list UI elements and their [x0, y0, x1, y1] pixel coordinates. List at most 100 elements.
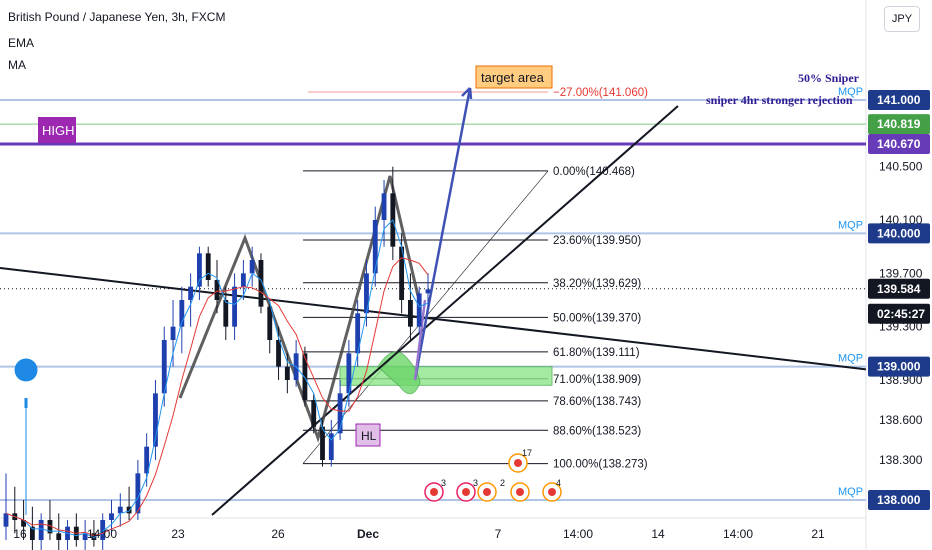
candle-body: [372, 220, 378, 274]
price-badge-label: 140.000: [877, 226, 921, 240]
fib-level-label: 88.60%(138.523): [553, 425, 641, 437]
candle-body: [100, 520, 106, 540]
candle-body: [29, 526, 35, 540]
price-tick-label: 138.300: [879, 453, 923, 467]
candle-body: [47, 520, 53, 534]
time-tick-label: 14:00: [723, 527, 753, 541]
candle-body: [144, 446, 150, 474]
candle-body: [364, 273, 369, 314]
candle-body: [276, 340, 281, 367]
candle-body: [109, 513, 114, 520]
fib-level-label: 100.00%(138.273): [553, 459, 648, 471]
candle-body: [267, 306, 273, 340]
candle-body: [232, 286, 238, 327]
event-count: 2: [500, 478, 505, 488]
candle-body: [153, 393, 158, 447]
mqp-label: MQP: [838, 353, 863, 365]
candle-body: [284, 366, 290, 380]
high-label: HIGH: [42, 123, 75, 138]
candle-body: [240, 273, 246, 287]
candle-body: [355, 313, 361, 354]
descending-trendline[interactable]: [0, 267, 867, 371]
fib-level-label: 61.80%(139.111): [553, 347, 640, 359]
price-badge-label: 139.000: [877, 360, 921, 374]
time-tick-label: 14:00: [563, 527, 593, 541]
mqp-label: MQP: [838, 486, 863, 498]
arrow-head: [461, 87, 473, 100]
time-axis[interactable]: 16 14:00 23 26 Dec 7 14:00 14 14:00 21: [13, 527, 825, 541]
mqp-label: MQP: [838, 219, 863, 231]
ema-indicator-label[interactable]: EMA: [8, 36, 35, 50]
candle-body: [135, 473, 141, 514]
mqp-label: MQP: [838, 86, 863, 98]
time-tick-label: 23: [171, 527, 185, 541]
fib-level-label: 50.00%(139.370): [553, 312, 641, 324]
candle-body: [214, 280, 220, 300]
time-tick-label: 7: [495, 527, 502, 541]
price-badge[interactable]: [868, 134, 930, 154]
sniper-50-label: 50% Sniper: [798, 71, 860, 85]
candle-body: [91, 533, 97, 540]
event-dot: [548, 488, 556, 496]
price-badge[interactable]: [868, 490, 930, 510]
high-label-box[interactable]: [38, 117, 76, 143]
price-badge[interactable]: [868, 223, 930, 244]
price-badge[interactable]: [868, 114, 930, 135]
annotations-layer[interactable]: MQP MQP MQP MQP target area 50% Sniper sniper …: [14, 65, 863, 515]
hl-label-box[interactable]: [355, 423, 381, 447]
price-badge[interactable]: [868, 90, 930, 110]
candle-body: [161, 340, 167, 394]
candle-body: [188, 286, 194, 300]
candle-body: [311, 400, 317, 427]
projection-arrow[interactable]: [413, 87, 472, 381]
candle-body: [126, 506, 132, 514]
fibonacci-retracement[interactable]: −27.00%(141.060) 0.00%(140.468) 23.60%(139…: [302, 87, 648, 471]
ascending-trendline[interactable]: [211, 105, 679, 516]
candle-body: [337, 393, 343, 434]
target-area-label: target area: [481, 70, 545, 85]
candle-body: [407, 300, 413, 327]
moving-averages: [5, 219, 429, 539]
candle-body: [425, 289, 431, 294]
candle-body: [223, 300, 229, 327]
price-badge-label: 138.000: [877, 493, 921, 507]
candle-body: [38, 520, 44, 540]
price-badge-label: 141.000: [877, 93, 921, 107]
time-tick-label: 26: [271, 527, 285, 541]
time-tick-label: 16: [13, 527, 27, 541]
event-count: 3: [441, 478, 446, 488]
candle-body: [170, 326, 176, 340]
ma-line: [5, 257, 429, 537]
event-dot: [483, 488, 491, 496]
candle-body: [381, 193, 387, 220]
price-tick-label: 140.500: [879, 160, 923, 174]
candle-body: [205, 253, 211, 280]
candle-body: [117, 506, 123, 514]
ma-indicator-label[interactable]: MA: [8, 58, 26, 72]
price-badge[interactable]: [868, 356, 930, 377]
target-area-box[interactable]: [475, 65, 553, 89]
price-tick-label: 139.700: [879, 266, 923, 280]
price-badge[interactable]: [868, 303, 930, 324]
fib-level-label: 78.60%(138.743): [553, 396, 641, 408]
candle-body: [258, 260, 264, 307]
event-count: 3: [473, 478, 478, 488]
price-badge-label: 140.819: [877, 117, 921, 131]
fib-level-label: 23.60%(139.950): [553, 235, 641, 247]
ema-line: [5, 219, 429, 539]
price-axis[interactable]: 140.500140.100139.700139.300138.900138.6…: [868, 90, 930, 510]
price-badge-label: 139.584: [877, 282, 921, 296]
time-tick-label: 14:00: [87, 527, 117, 541]
currency-button[interactable]: JPY: [884, 6, 920, 32]
event-dot: [516, 488, 524, 496]
price-badge[interactable]: [868, 278, 930, 299]
candle-body: [320, 426, 325, 460]
hl-label: HL: [361, 429, 377, 443]
event-count: 4: [556, 478, 561, 488]
price-tick-label: 138.600: [879, 413, 923, 427]
candle-body: [399, 246, 405, 300]
symbol-title: British Pound / Japanese Yen, 3h, FXCM: [8, 10, 226, 24]
projection-arrow-lower[interactable]: [413, 299, 427, 381]
